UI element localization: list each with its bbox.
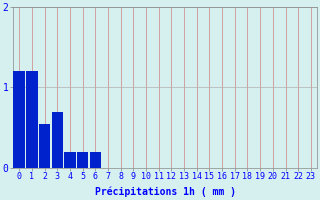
Bar bbox=[13, 71, 25, 168]
Bar bbox=[26, 71, 37, 168]
Bar bbox=[39, 124, 50, 168]
Bar bbox=[90, 152, 101, 168]
X-axis label: Précipitations 1h ( mm ): Précipitations 1h ( mm ) bbox=[94, 187, 236, 197]
Bar bbox=[77, 152, 88, 168]
Bar bbox=[64, 152, 76, 168]
Bar bbox=[52, 112, 63, 168]
